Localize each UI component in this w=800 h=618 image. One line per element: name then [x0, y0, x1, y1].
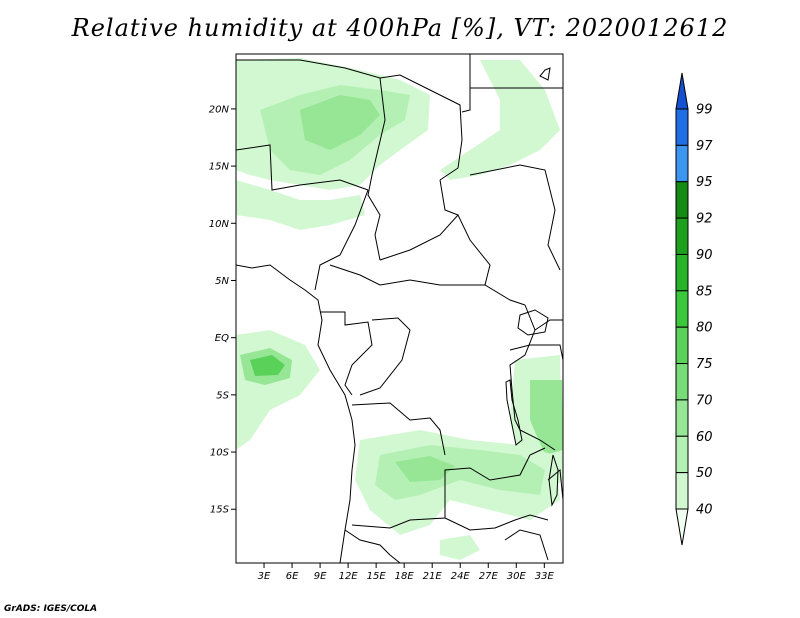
colorbar: 99 97 95 92 90 85 80 75 70 60 50 40 — [675, 72, 713, 546]
lat-tick-label: 15N — [209, 162, 230, 173]
humidity-area-guinea-peak — [250, 355, 285, 376]
border-sahel-north — [236, 59, 463, 181]
lake-victoria — [517, 309, 549, 336]
colorbar-level-label: 80 — [696, 321, 713, 336]
lon-tick-label: 30E — [507, 571, 527, 582]
border-niger-chad — [367, 77, 386, 261]
colorbar-bin — [675, 144, 689, 183]
colorbar-level-label: 95 — [696, 175, 713, 190]
humidity-area-south-peak — [395, 456, 455, 482]
colorbar-bin — [675, 217, 689, 255]
colorbar-bin — [675, 363, 689, 401]
lon-tick-label: 33E — [535, 571, 555, 582]
colorbar-bin — [675, 399, 689, 437]
lat-tick-label: EQ — [215, 333, 229, 344]
border-red-sea — [539, 67, 551, 81]
humidity-field — [236, 58, 563, 560]
border-sudan — [439, 164, 561, 271]
lat-tick-label: 10N — [209, 219, 230, 230]
coastline-west — [236, 264, 356, 563]
humidity-area-west — [236, 180, 365, 230]
border-drc-east — [509, 304, 556, 451]
colorbar-level-label: 85 — [696, 284, 713, 299]
border-zambia-south — [444, 514, 549, 531]
colorbar-level-label: 90 — [696, 248, 713, 263]
border-congo-drc — [359, 317, 411, 396]
colorbar-level-label: 92 — [696, 212, 713, 227]
map-boundaries — [236, 54, 563, 563]
lat-tick-label: 20N — [209, 104, 230, 115]
border-east-lakes — [509, 319, 563, 501]
humidity-area-south-patch — [440, 535, 480, 560]
lon-tick-label: 3E — [258, 571, 271, 582]
lon-tick-label: 12E — [339, 571, 359, 582]
humidity-area-guinea — [236, 330, 320, 450]
border-chad-car — [379, 214, 491, 286]
lon-tick-label: 21E — [423, 571, 443, 582]
lon-tick-label: 18E — [395, 571, 415, 582]
lon-tick-label: 24E — [451, 571, 471, 582]
colorbar-level-label: 99 — [696, 103, 713, 118]
lon-tick-label: 27E — [479, 571, 499, 582]
border-angola-south — [351, 447, 546, 529]
colorbar-level-label: 50 — [696, 466, 713, 481]
colorbar-bin — [675, 472, 689, 510]
latitude-axis: 20N 15N 10N 5N EQ 5S 10S 15S — [209, 104, 236, 516]
humidity-area-sahel-peak — [300, 95, 380, 150]
border-nigeria-cameroon — [314, 189, 369, 291]
border-south-namibia — [344, 529, 401, 563]
colorbar-bin — [675, 108, 689, 146]
longitude-axis: 3E 6E 9E 12E 15E 18E 21E 24E 27E 30E 33E — [258, 563, 555, 582]
colorbar-bin — [675, 435, 689, 474]
colorbar-level-label: 75 — [696, 357, 713, 372]
lon-tick-label: 6E — [286, 571, 299, 582]
lat-tick-label: 10S — [210, 448, 230, 459]
map-frame — [235, 53, 564, 564]
colorbar-level-label: 40 — [696, 503, 713, 518]
humidity-area-east-core — [530, 380, 563, 455]
lake-tanganyika — [505, 379, 523, 446]
colorbar-bin — [675, 508, 689, 546]
lon-tick-label: 9E — [314, 571, 327, 582]
border-libya-egypt — [461, 54, 471, 113]
border-car-drc — [329, 264, 526, 306]
colorbar-bin — [675, 253, 689, 292]
colorbar-bin — [675, 326, 689, 365]
lat-tick-label: 15S — [210, 505, 230, 516]
lon-tick-label: 15E — [367, 571, 387, 582]
lake-malawi — [548, 454, 559, 507]
chart-title: Relative humidity at 400hPa [%], VT: 202… — [71, 14, 729, 42]
lat-tick-label: 5N — [215, 276, 229, 287]
lat-tick-label: 5S — [216, 390, 229, 401]
colorbar-bin — [675, 181, 689, 219]
border-south-zambia-zim — [504, 529, 549, 561]
colorbar-level-label: 60 — [696, 430, 713, 445]
humidity-area-northeast — [440, 60, 560, 180]
border-niger-nigeria — [236, 144, 369, 191]
colorbar-bin — [675, 72, 689, 110]
grads-credit: GrADS: IGES/COLA — [4, 604, 98, 614]
colorbar-level-label: 97 — [696, 139, 713, 154]
border-cameroon-gabon — [320, 311, 373, 396]
colorbar-level-label: 70 — [696, 393, 713, 408]
border-angola-north — [351, 402, 446, 456]
colorbar-bin — [675, 290, 689, 328]
